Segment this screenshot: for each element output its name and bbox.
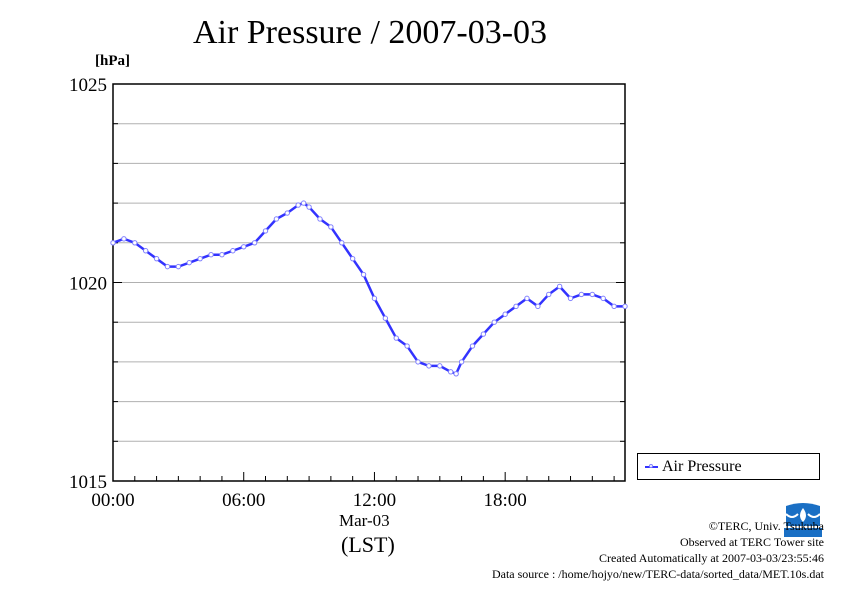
x-tick-label: 12:00 xyxy=(353,490,396,511)
data-point xyxy=(611,303,617,310)
data-point xyxy=(251,240,258,246)
data-point xyxy=(153,255,160,262)
data-point xyxy=(480,331,487,337)
data-point xyxy=(469,343,476,349)
x-tick-label: 06:00 xyxy=(222,490,265,511)
series-line xyxy=(112,201,625,376)
data-point xyxy=(186,259,192,266)
data-point xyxy=(262,228,269,234)
data-point xyxy=(121,236,127,242)
x-axis-title: (LST) xyxy=(341,532,395,557)
data-point xyxy=(339,240,345,246)
data-point xyxy=(382,315,389,321)
data-point xyxy=(437,363,443,369)
data-point xyxy=(219,252,225,258)
data-point xyxy=(349,255,356,262)
legend-marker xyxy=(649,464,653,468)
data-point xyxy=(589,291,596,298)
data-point xyxy=(295,202,301,208)
data-point xyxy=(502,311,508,317)
data-point xyxy=(491,319,497,325)
grid xyxy=(113,123,625,442)
x-tick-label: 18:00 xyxy=(484,490,527,511)
data-point xyxy=(458,359,465,365)
data-point xyxy=(393,335,399,341)
data-point xyxy=(404,343,410,349)
data-point xyxy=(175,263,182,270)
data-point xyxy=(110,240,116,246)
data-point xyxy=(600,295,606,302)
data-point xyxy=(132,240,138,246)
data-point xyxy=(360,271,367,278)
data-point xyxy=(448,369,454,375)
data-point xyxy=(317,216,323,222)
data-point xyxy=(300,200,307,206)
data-point xyxy=(230,248,236,254)
terc-logo-icon xyxy=(782,502,824,538)
data-point xyxy=(328,224,334,230)
data-point xyxy=(453,371,459,377)
data-point xyxy=(556,283,563,290)
data-point xyxy=(546,291,552,298)
y-tick-label: 1025 xyxy=(69,75,107,96)
source-text: Data source : /home/hojyo/new/TERC-data/… xyxy=(491,567,824,581)
data-point xyxy=(567,295,574,302)
copyright-text: ©TERC, Univ. Tsukuba xyxy=(708,519,824,533)
data-point xyxy=(578,291,585,298)
data-point xyxy=(142,248,149,254)
y-tick-label: 1020 xyxy=(69,274,107,295)
data-point xyxy=(622,303,628,310)
y-axis-unit: [hPa] xyxy=(95,53,130,69)
data-point xyxy=(273,216,280,222)
data-point xyxy=(371,295,378,302)
observed-text: Observed at TERC Tower site xyxy=(679,535,824,549)
data-point xyxy=(241,244,247,250)
x-axis-date-label: Mar-03 xyxy=(339,511,390,530)
data-point xyxy=(306,204,312,210)
data-point xyxy=(524,295,530,302)
data-point xyxy=(208,252,214,258)
data-point xyxy=(426,363,432,369)
data-point xyxy=(164,263,171,270)
chart-title: Air Pressure / 2007-03-03 xyxy=(192,14,548,51)
data-point xyxy=(535,303,541,310)
axis-ticks: 1015 1020 1025 00:00 06:00 12:00 18:00 xyxy=(69,75,625,511)
credits: ©TERC, Univ. Tsukuba Observed at TERC To… xyxy=(492,518,824,582)
x-tick-label: 00:00 xyxy=(91,490,134,511)
data-point xyxy=(284,210,290,216)
legend-label: Air Pressure xyxy=(662,458,742,475)
data-point xyxy=(415,359,421,365)
created-text: Created Automatically at 2007-03-03/23:5… xyxy=(599,551,824,565)
data-layer xyxy=(110,200,628,377)
legend: Air Pressure xyxy=(637,453,820,480)
data-point xyxy=(197,255,203,262)
data-point xyxy=(513,303,519,310)
y-tick-label: 1015 xyxy=(69,472,107,493)
